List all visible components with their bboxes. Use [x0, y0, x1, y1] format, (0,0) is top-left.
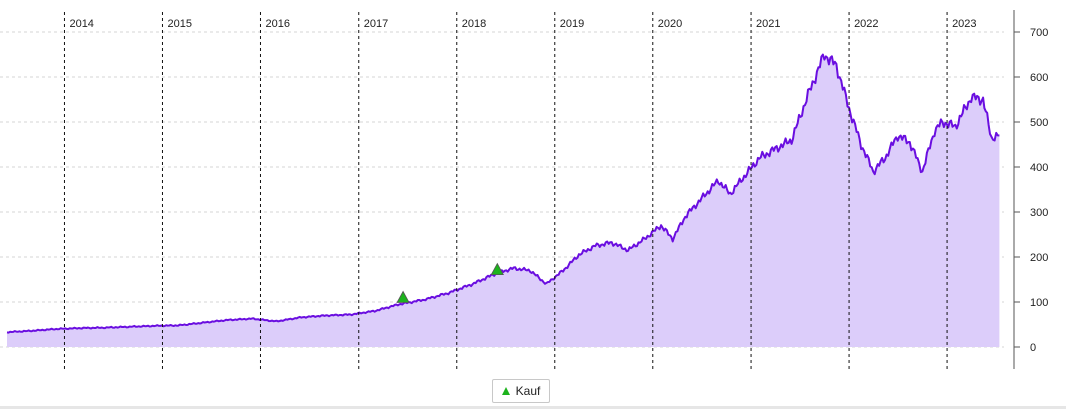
year-label-2015: 2015	[167, 18, 191, 30]
y-tick-label-0: 0	[1030, 342, 1036, 354]
y-tick-label-500: 500	[1030, 117, 1048, 129]
year-label-2021: 2021	[756, 18, 780, 30]
footer-divider	[0, 406, 1066, 409]
y-tick-label-400: 400	[1030, 162, 1048, 174]
buy-marker-2[interactable]	[490, 262, 504, 275]
y-tick-label-300: 300	[1030, 207, 1048, 219]
year-label-2020: 2020	[658, 18, 682, 30]
y-tick-label-600: 600	[1030, 72, 1048, 84]
y-tick-label-100: 100	[1030, 297, 1048, 309]
price-area-fill	[7, 54, 1000, 347]
year-label-2023: 2023	[952, 18, 976, 30]
year-label-2014: 2014	[69, 18, 93, 30]
y-tick-label-200: 200	[1030, 252, 1048, 264]
legend[interactable]: Kauf	[492, 379, 550, 403]
year-label-2018: 2018	[462, 18, 486, 30]
year-label-2022: 2022	[854, 18, 878, 30]
year-label-2017: 2017	[364, 18, 388, 30]
buy-marker-1[interactable]	[396, 290, 410, 303]
price-line	[6, 53, 1000, 334]
year-label-2019: 2019	[560, 18, 584, 30]
legend-label-kauf: Kauf	[515, 384, 541, 398]
buy-marker-icon	[501, 387, 510, 395]
y-tick-label-700: 700	[1030, 27, 1048, 39]
year-label-2016: 2016	[265, 18, 289, 30]
